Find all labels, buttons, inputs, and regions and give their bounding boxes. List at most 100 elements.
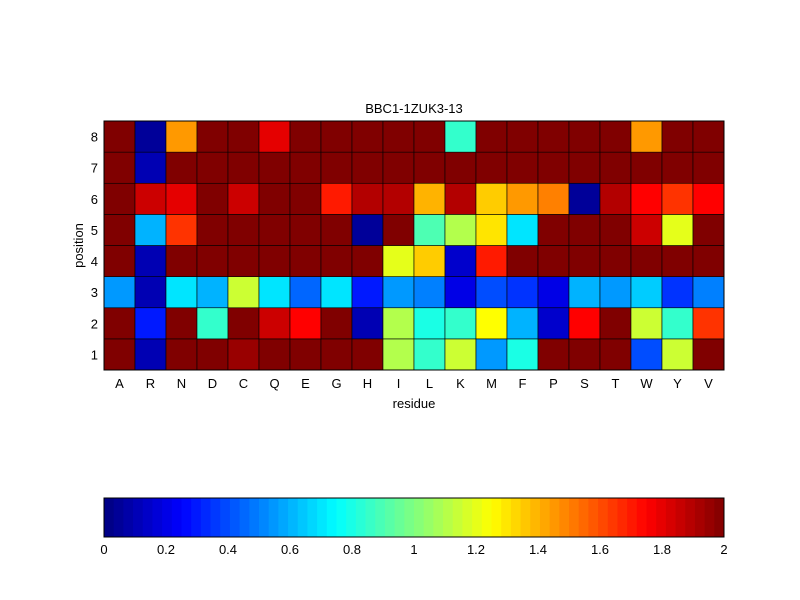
colorbar-swatch: [239, 498, 250, 537]
colorbar-swatch: [598, 498, 609, 537]
y-axis-label: position: [71, 223, 86, 268]
heatmap-cell: [351, 120, 384, 153]
colorbar-swatch: [142, 498, 153, 537]
x-tick-label: P: [549, 376, 558, 391]
heatmap-cell: [134, 307, 167, 340]
colorbar-swatch: [675, 498, 686, 537]
heatmap-cell: [413, 214, 446, 246]
colorbar-swatch: [171, 498, 182, 537]
heatmap-cell: [444, 120, 477, 153]
heatmap-cell: [568, 214, 601, 246]
heatmap-cell: [661, 182, 694, 215]
heatmap-cell: [475, 214, 508, 246]
heatmap-cell: [413, 307, 446, 340]
heatmap-cell: [165, 307, 198, 340]
heatmap-cell: [475, 182, 508, 215]
colorbar-swatch: [472, 498, 483, 537]
colorbar-swatch: [191, 498, 202, 537]
heatmap-cell: [196, 276, 229, 309]
heatmap-cell: [413, 245, 446, 277]
x-tick-label: A: [115, 376, 124, 391]
colorbar-swatch: [326, 498, 337, 537]
heatmap-cell: [506, 307, 539, 340]
heatmap-cell: [475, 338, 508, 371]
heatmap-cell: [568, 151, 601, 184]
heatmap-cell: [382, 151, 415, 184]
colorbar-swatch: [665, 498, 676, 537]
heatmap-cell: [568, 120, 601, 153]
colorbar-swatch: [510, 498, 521, 537]
heatmap-cell: [413, 338, 446, 371]
heatmap-cell: [134, 214, 167, 246]
colorbar-swatch: [704, 498, 715, 537]
heatmap-cell: [134, 120, 167, 153]
heatmap-cell: [630, 214, 663, 246]
x-tick-label: K: [456, 376, 465, 391]
heatmap-cell: [537, 120, 570, 153]
x-tick-label: E: [301, 376, 310, 391]
heatmap-cell: [661, 338, 694, 371]
y-tick-label: 8: [91, 130, 98, 145]
x-tick-label: T: [612, 376, 620, 391]
heatmap-cell: [103, 276, 136, 309]
heatmap-cell: [444, 307, 477, 340]
colorbar-swatch: [229, 498, 241, 537]
colorbar-swatch: [268, 498, 279, 537]
colorbar-swatch: [491, 498, 502, 537]
heatmap-cell: [444, 182, 477, 215]
colorbar-swatch: [394, 498, 405, 537]
plot-frame: [103, 120, 725, 371]
heatmap-cell: [692, 338, 725, 371]
heatmap-cell: [537, 338, 570, 371]
heatmap-cell: [227, 182, 260, 215]
colorbar-swatch: [549, 498, 560, 537]
heatmap-cell: [599, 214, 632, 246]
heatmap-cell: [320, 276, 353, 309]
colorbar-swatch: [559, 498, 570, 537]
heatmap-cell: [289, 151, 322, 184]
colorbar-swatch: [501, 498, 512, 537]
heatmap-cell: [413, 120, 446, 153]
colorbar-swatch: [278, 498, 289, 537]
heatmap-cell: [258, 245, 291, 277]
heatmap-cell: [506, 120, 539, 153]
heatmap-cell: [599, 307, 632, 340]
colorbar-tick-label: 1.6: [591, 542, 609, 557]
colorbar-swatch: [656, 498, 667, 537]
heatmap-cell: [568, 338, 601, 371]
heatmap-cell: [599, 245, 632, 277]
heatmap-cell: [475, 120, 508, 153]
heatmap-cell: [258, 151, 291, 184]
heatmap-cell: [103, 151, 136, 184]
heatmap-cell: [444, 276, 477, 309]
x-tick-label: N: [177, 376, 186, 391]
colorbar-swatch: [627, 498, 638, 537]
colorbar-swatch: [355, 498, 366, 537]
heatmap-cell: [320, 120, 353, 153]
heatmap-cell: [165, 214, 198, 246]
heatmap-cell: [661, 120, 694, 153]
colorbar-swatch: [414, 498, 425, 537]
x-tick-label: D: [208, 376, 217, 391]
heatmap-cell: [599, 338, 632, 371]
colorbar-swatch: [181, 498, 192, 537]
heatmap-cell: [165, 276, 198, 309]
heatmap-cell: [165, 338, 198, 371]
x-tick-label: I: [397, 376, 401, 391]
heatmap-cell: [444, 245, 477, 277]
heatmap-cell: [103, 307, 136, 340]
heatmap-cell: [165, 182, 198, 215]
heatmap-cell: [289, 276, 322, 309]
heatmap-cell: [537, 245, 570, 277]
heatmap-cell: [196, 214, 229, 246]
heatmap-cell: [103, 245, 136, 277]
heatmap-cell: [382, 276, 415, 309]
colorbar-swatch: [481, 498, 492, 537]
heatmap-cell: [227, 307, 260, 340]
heatmap-cell: [475, 307, 508, 340]
heatmap-cell: [382, 120, 415, 153]
colorbar-swatch: [443, 498, 454, 537]
heatmap-cell: [537, 151, 570, 184]
colorbar-swatch: [404, 498, 415, 537]
